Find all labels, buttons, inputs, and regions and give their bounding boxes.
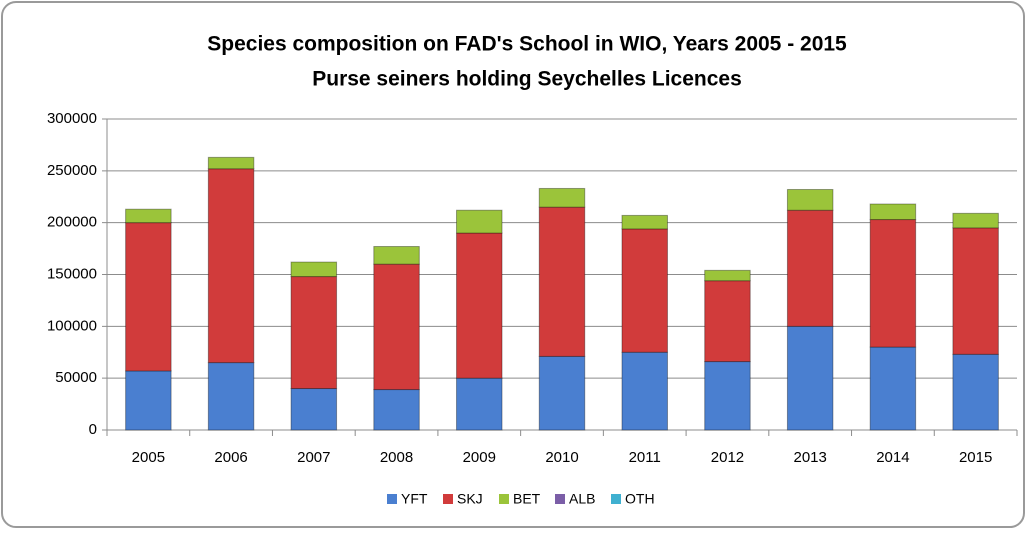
bar-segment: [952, 353, 999, 431]
bar-segment: [869, 219, 917, 348]
bar-segment: [290, 261, 338, 278]
legend-label: ALB: [569, 491, 595, 507]
bar-segment: [704, 269, 751, 282]
bar-segment: [538, 187, 586, 208]
y-tick-label: 0: [89, 421, 97, 438]
bar-segment: [456, 232, 503, 379]
legend-label: OTH: [625, 491, 655, 507]
bar-segment: [869, 203, 917, 221]
legend-swatch: [611, 494, 621, 504]
bar-segment: [786, 209, 834, 327]
chart-title: Species composition on FAD's School in W…: [207, 33, 847, 56]
bar-segment: [952, 212, 999, 229]
bar-segment: [621, 228, 668, 353]
legend-swatch: [499, 494, 509, 504]
y-tick-label: 150000: [47, 265, 97, 282]
bar-segment: [704, 280, 751, 363]
bar-segment: [538, 206, 586, 357]
x-tick-label: 2015: [959, 449, 992, 466]
bar-segment: [125, 222, 172, 372]
bar-segment: [538, 355, 586, 431]
legend-label: BET: [513, 491, 541, 507]
bar-segment: [290, 388, 338, 431]
bar-segment: [621, 214, 668, 230]
bar-segment: [456, 377, 503, 431]
bar-segment: [207, 168, 255, 364]
bar-segment: [869, 346, 917, 431]
bar-segment: [373, 246, 420, 265]
legend-swatch: [555, 494, 565, 504]
legend-swatch: [387, 494, 397, 504]
bar-segment: [125, 370, 172, 431]
bar-segment: [125, 208, 172, 224]
bar-segment: [373, 389, 420, 431]
x-tick-label: 2008: [380, 449, 413, 466]
x-tick-label: 2011: [629, 449, 661, 466]
bar-segment: [207, 156, 255, 170]
bar-segment: [786, 325, 834, 431]
chart-subtitle: Purse seiners holding Seychelles Licence…: [312, 68, 742, 91]
bar-segment: [373, 263, 420, 391]
bar-segment: [621, 351, 668, 431]
bar-segment: [704, 361, 751, 431]
x-tick-label: 2009: [463, 449, 496, 466]
bar-segment: [786, 188, 834, 211]
y-tick-label: 200000: [47, 214, 97, 231]
y-tick-label: 100000: [47, 317, 97, 334]
bar-segment: [290, 276, 338, 390]
x-tick-label: 2014: [876, 449, 909, 466]
legend-label: SKJ: [457, 491, 483, 507]
legend-swatch: [443, 494, 453, 504]
y-tick-label: 250000: [47, 162, 97, 179]
bar-segment: [207, 362, 255, 431]
chart-frame: [1, 1, 1025, 528]
x-tick-label: 2006: [214, 449, 247, 466]
x-tick-label: 2010: [545, 449, 578, 466]
x-tick-label: 2005: [132, 449, 165, 466]
y-tick-label: 50000: [55, 369, 97, 386]
y-tick-label: 300000: [47, 110, 97, 127]
x-tick-label: 2007: [297, 449, 330, 466]
x-tick-label: 2012: [711, 449, 744, 466]
bar-segment: [952, 227, 999, 355]
bar-segment: [456, 209, 503, 234]
x-tick-label: 2013: [793, 449, 826, 466]
legend-label: YFT: [401, 491, 428, 507]
